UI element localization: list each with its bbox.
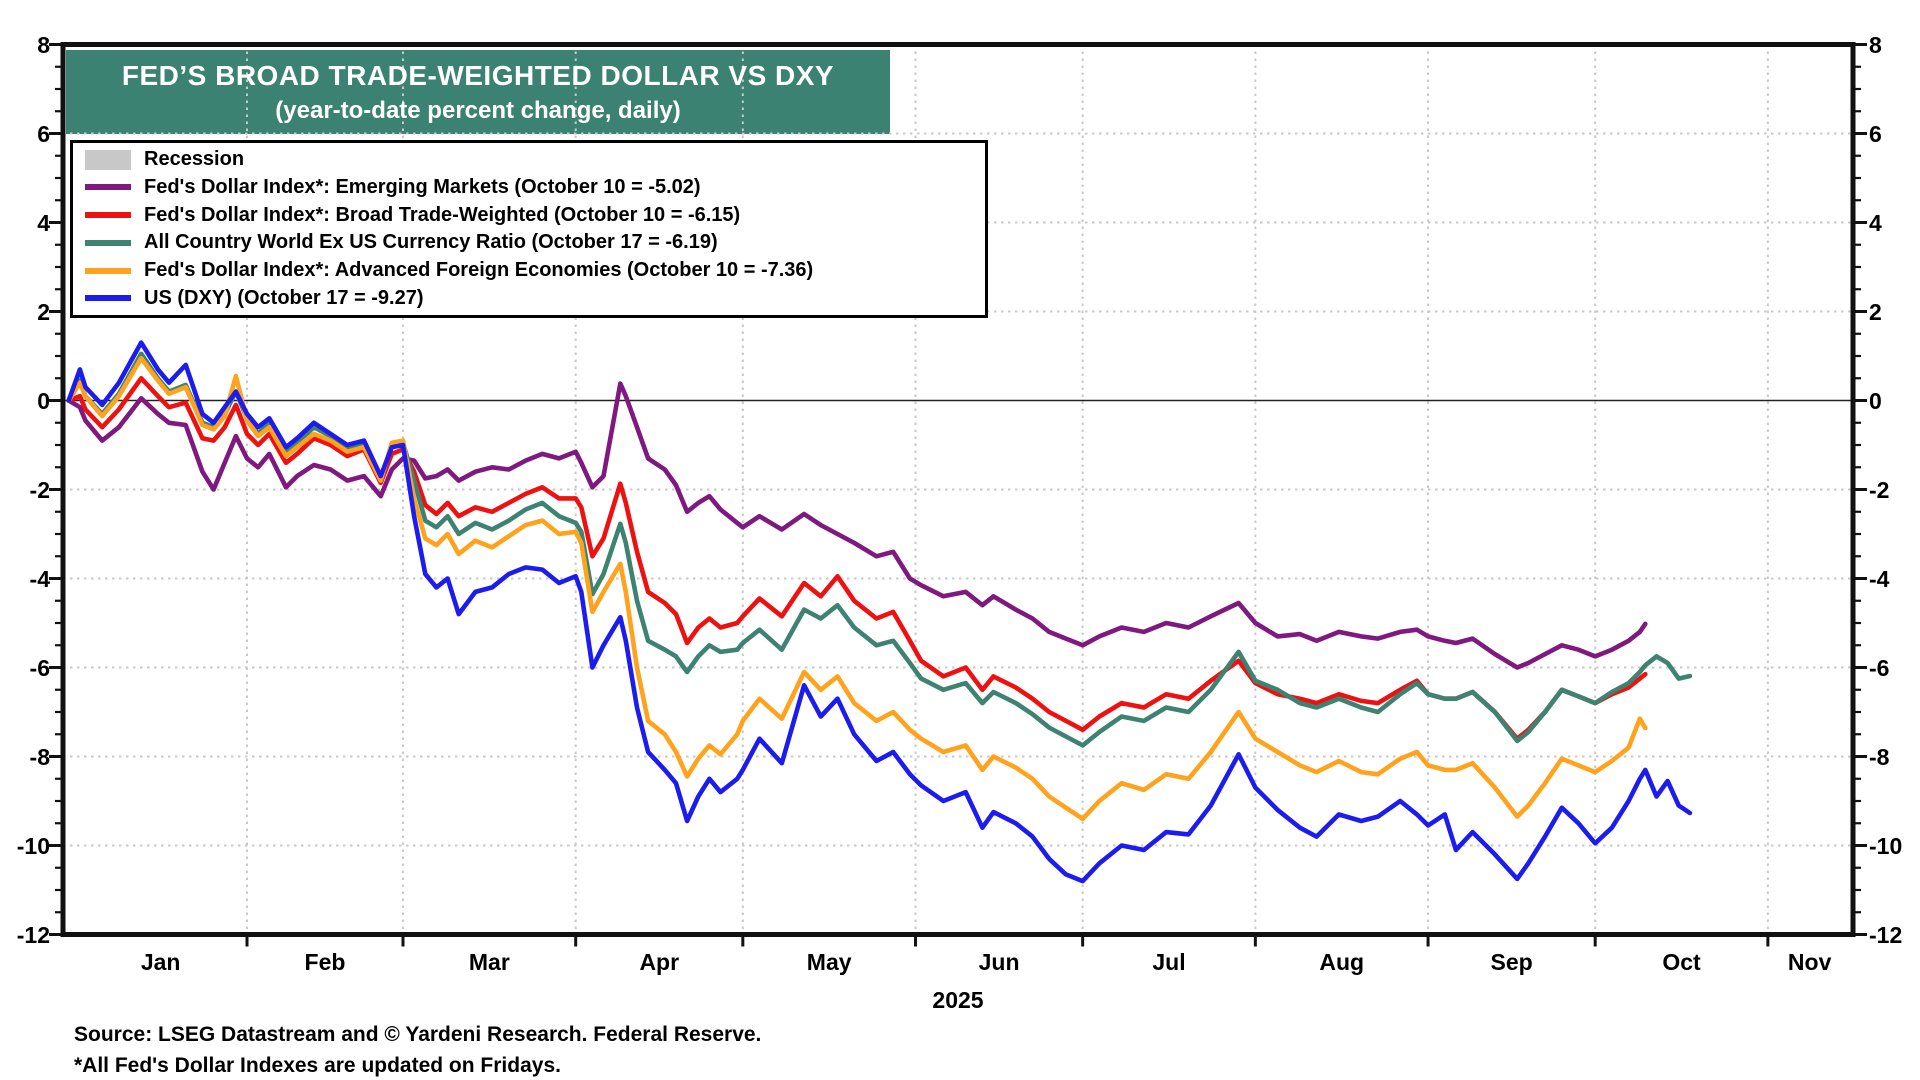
x-axis-month-label: Mar (468, 949, 510, 975)
title-box-background (66, 50, 890, 134)
plot-border (60, 42, 1856, 937)
y-axis-label: -2 (29, 476, 50, 503)
y-axis-label: 2 (37, 298, 50, 325)
x-axis-month-label: Aug (1319, 949, 1365, 975)
legend-item: Fed's Dollar Index*: Broad Trade-Weighte… (73, 202, 985, 228)
legend-line-swatch (85, 267, 131, 274)
legend-item: Fed's Dollar Index*: Emerging Markets (O… (73, 174, 985, 200)
y-axis-label: -12 (16, 921, 50, 948)
x-axis-month-label: Oct (1662, 949, 1701, 975)
y-axis-label: 0 (1869, 387, 1882, 414)
y-axis-label: -4 (1869, 565, 1890, 592)
x-axis-month-label: Nov (1787, 949, 1832, 975)
legend-item: US (DXY) (October 17 = -9.27) (73, 285, 985, 311)
legend-label: US (DXY) (October 17 = -9.27) (144, 286, 424, 309)
x-axis-year-label: 2025 (932, 987, 984, 1013)
y-axis-label: -4 (29, 565, 50, 592)
series-line-fed-s-dollar-index-advanced-foreign-economies (66, 355, 1648, 822)
legend-label: Fed's Dollar Index*: Advanced Foreign Ec… (144, 259, 814, 282)
legend-box: Recession Fed's Dollar Index*: Emerging M… (70, 140, 988, 318)
source-note: Source: LSEG Datastream and © Yardeni Re… (74, 1023, 762, 1046)
series-line-all-country-world-ex-us-currency-ratio (66, 351, 1693, 748)
y-axis-label: -8 (1869, 743, 1890, 770)
x-axis-month-label: Jan (140, 949, 181, 975)
legend-item: Fed's Dollar Index*: Advanced Foreign Ec… (73, 258, 985, 284)
series-line-fed-s-dollar-index-emerging-markets (66, 381, 1648, 670)
legend-label: Recession (144, 148, 245, 171)
y-axis-label: 6 (37, 120, 50, 147)
x-axis-month-label: Apr (639, 949, 680, 975)
x-axis-month-label: May (806, 949, 852, 975)
chart-title-box: FED’S BROAD TRADE-WEIGHTED DOLLAR VS DXY… (66, 50, 890, 134)
y-axis-label: 8 (1869, 31, 1882, 58)
x-axis-month-label: Feb (304, 949, 346, 975)
y-axis-label: 4 (37, 209, 50, 236)
legend-line-swatch (85, 184, 131, 191)
legend-line-swatch (85, 212, 131, 219)
y-axis-label: 2 (1869, 298, 1882, 325)
x-axis-month-label: Sep (1490, 949, 1533, 975)
legend-item: All Country World Ex US Currency Ratio (… (73, 230, 985, 256)
x-axis-month-label: Jun (978, 949, 1020, 975)
legend-label: Fed's Dollar Index*: Emerging Markets (O… (144, 175, 701, 198)
series-line-us-dxy- (66, 340, 1693, 884)
y-axis-label: -8 (29, 743, 50, 770)
y-axis-label: -2 (1869, 476, 1890, 503)
y-axis-label: -6 (29, 654, 50, 681)
y-axis-label: 0 (37, 387, 50, 414)
legend-line-swatch (85, 295, 131, 302)
y-axis-label: 8 (37, 31, 50, 58)
y-axis-label: 4 (1869, 209, 1882, 236)
series-line-fed-s-dollar-index-broad-trade-weighted (66, 376, 1648, 741)
y-axis-label: -10 (1869, 832, 1903, 859)
legend-item: Recession (73, 147, 985, 173)
chart-subtitle: (year-to-date percent change, daily) (275, 96, 681, 124)
chart-title: FED’S BROAD TRADE-WEIGHTED DOLLAR VS DXY (121, 59, 835, 91)
legend-label: Fed's Dollar Index*: Broad Trade-Weighte… (144, 203, 741, 226)
legend-line-swatch (85, 239, 131, 246)
footnote: *All Fed's Dollar Indexes are updated on… (74, 1054, 561, 1077)
y-axis-label: -12 (1869, 921, 1903, 948)
x-axis-month-label: Jul (1152, 949, 1186, 975)
y-axis-label: -6 (1869, 654, 1890, 681)
y-axis-label: 6 (1869, 120, 1882, 147)
legend-recession-swatch (85, 149, 131, 170)
y-axis-label: -10 (16, 832, 50, 859)
legend-label: All Country World Ex US Currency Ratio (… (144, 231, 718, 254)
